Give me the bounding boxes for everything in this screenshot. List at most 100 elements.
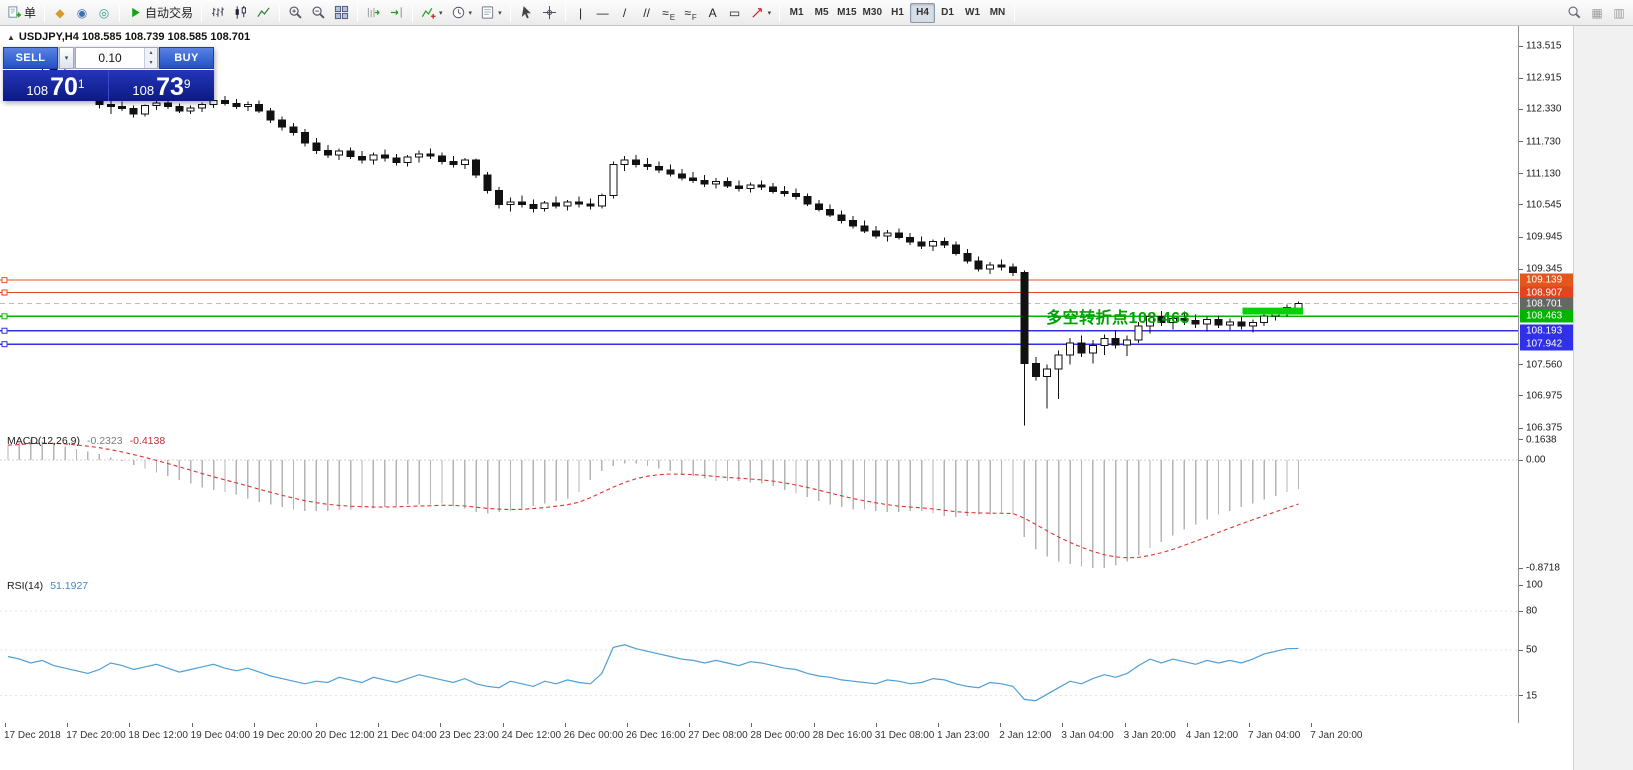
price-axis-label: 113.515 [1526, 40, 1562, 52]
charts-icon[interactable]: ◆ [49, 2, 71, 23]
tile-windows-icon[interactable] [330, 2, 353, 23]
time-axis-label: 26 Dec 16:00 [626, 730, 686, 741]
bar-chart-icon[interactable] [206, 2, 229, 23]
macd-indicator-label: MACD(12,26,9) -0.2323 -0.4138 [7, 435, 165, 447]
time-axis[interactable]: 17 Dec 2018 17 Dec 20:00 18 Dec 12:00 19 De… [0, 723, 1573, 745]
panel-separator[interactable] [0, 432, 1573, 433]
line-handle[interactable] [1, 327, 8, 334]
timeframe-d1[interactable]: D1 [941, 7, 954, 18]
axis-tick [1519, 268, 1523, 270]
text-label-icon[interactable]: ▭ [724, 2, 746, 23]
chart-annotation-text[interactable]: 多空转折点108.463 [1046, 310, 1190, 328]
sell-button[interactable]: SELL [3, 47, 58, 69]
buy-button[interactable]: BUY [159, 47, 214, 69]
toolbar-separator [509, 3, 511, 22]
timeframe-m1[interactable]: M1 [789, 7, 804, 18]
zoom-out-icon[interactable] [307, 2, 330, 23]
price-axis-label: 50 [1526, 644, 1538, 656]
macd-signal-value: -0.4138 [129, 435, 166, 447]
trade-options-dropdown[interactable]: ▾ [59, 47, 74, 69]
time-axis-label: 23 Dec 23:00 [439, 730, 499, 741]
macd-histogram [7, 439, 1300, 569]
buy-price-display[interactable]: 108 73 9 [109, 70, 214, 101]
time-axis-label: 28 Dec 16:00 [812, 730, 873, 741]
time-axis-label: 20 Dec 12:00 [315, 730, 375, 741]
docking-icon[interactable]: ▦ [1586, 2, 1608, 23]
new-order-button[interactable]: 单 [3, 2, 40, 23]
buy-price-sup: 9 [183, 77, 191, 91]
rsi-panel-canvas[interactable] [0, 577, 1518, 723]
indicators-icon[interactable]: ▾ [417, 2, 447, 23]
tile-windows-icon [334, 5, 349, 20]
line-chart-icon[interactable] [252, 2, 275, 23]
sell-price-display[interactable]: 108 70 1 [3, 70, 108, 101]
time-axis-tick [1062, 723, 1064, 727]
charts-icon-glyph: ◆ [55, 5, 65, 20]
macd-panel-canvas[interactable] [0, 432, 1518, 577]
zoom-in-icon [288, 5, 303, 20]
accounts-icon[interactable]: ◉ [71, 2, 93, 23]
timeframe-w1[interactable]: W1 [965, 7, 980, 18]
axis-tick [1519, 695, 1523, 696]
templates-icon[interactable]: ▾ [476, 2, 506, 23]
zoom-in-icon[interactable] [284, 2, 307, 23]
timeframe-mn[interactable]: MN [989, 7, 1006, 18]
chart-collapse-icon[interactable]: ▲ [7, 32, 15, 42]
volume-input[interactable] [76, 48, 144, 68]
search-icon[interactable] [1563, 2, 1586, 23]
time-axis-label: 19 Dec 20:00 [252, 730, 313, 741]
price-axis[interactable]: 113.515 112.915 112.330 111.730 111.130 110.5… [1518, 26, 1573, 745]
elliott-tools-icon[interactable]: ≈ E [662, 5, 676, 23]
line-handle[interactable] [1, 313, 8, 320]
main-chart-canvas[interactable] [0, 26, 1518, 432]
periods-icon[interactable]: ▾ [447, 2, 477, 23]
panel-separator[interactable] [0, 577, 1573, 578]
trendline-icon[interactable]: / [614, 2, 636, 23]
timeframe-m30[interactable]: M30 [862, 7, 882, 18]
time-axis-label: 4 Jan 12:00 [1185, 730, 1239, 741]
line-handle[interactable] [1, 341, 8, 348]
volume-increase-button[interactable]: ▴ [145, 48, 157, 58]
crosshair-icon[interactable] [538, 2, 561, 23]
text-tool-icon[interactable]: A [702, 2, 724, 23]
help-icon[interactable]: ◎ [93, 2, 115, 23]
timeframe-m5[interactable]: M5 [814, 7, 829, 18]
highlight-segment[interactable] [1242, 307, 1304, 315]
time-axis-tick [1311, 723, 1313, 727]
axis-tick [1519, 649, 1523, 651]
price-axis-label: 110.545 [1526, 199, 1562, 211]
autotrading-button[interactable]: 自动交易 [124, 2, 197, 23]
price-axis-label: 111.730 [1526, 136, 1561, 147]
candlestick-chart-icon [233, 5, 248, 20]
vertical-line-icon[interactable]: | [570, 2, 592, 23]
time-axis-label: 31 Dec 08:00 [874, 730, 935, 741]
volume-decrease-button[interactable]: ▾ [145, 58, 157, 68]
timeframe-m15[interactable]: M15 [837, 7, 857, 18]
line-handle[interactable] [1, 277, 8, 284]
equidistant-channel-icon[interactable]: // [636, 2, 658, 23]
chart-title: ▲ USDJPY,H4 108.585 108.739 108.585 108.… [7, 31, 250, 43]
horizontal-line-icon[interactable]: — [592, 2, 614, 23]
line-handle[interactable] [1, 289, 8, 296]
chevron-down-icon: ▾ [468, 9, 473, 17]
time-axis-label: 7 Jan 20:00 [1310, 730, 1363, 741]
axis-tick [1519, 204, 1523, 206]
price-divider [108, 70, 109, 101]
autotrading-button [128, 5, 143, 20]
auto-scroll-icon[interactable] [362, 2, 385, 23]
price-axis-label: 100 [1526, 579, 1543, 591]
volume-steppers: ▴ ▾ [144, 48, 157, 68]
zoom-out-icon [311, 5, 326, 20]
bar-chart-icon [210, 5, 225, 20]
buy-price-prefix: 108 [132, 83, 155, 98]
cursor-icon[interactable] [515, 2, 538, 23]
chart-shift-icon[interactable] [385, 2, 408, 23]
timeframe-h4[interactable]: H4 [910, 2, 935, 23]
candlestick-chart-icon[interactable] [229, 2, 252, 23]
timeframe-h1[interactable]: H1 [891, 7, 904, 18]
axis-tick [1519, 610, 1523, 612]
window-icon[interactable]: ▥ [1608, 2, 1630, 23]
arrows-tool-icon[interactable]: ▾ [746, 2, 776, 23]
fibonacci-tools-icon[interactable]: ≈ F [684, 5, 697, 23]
